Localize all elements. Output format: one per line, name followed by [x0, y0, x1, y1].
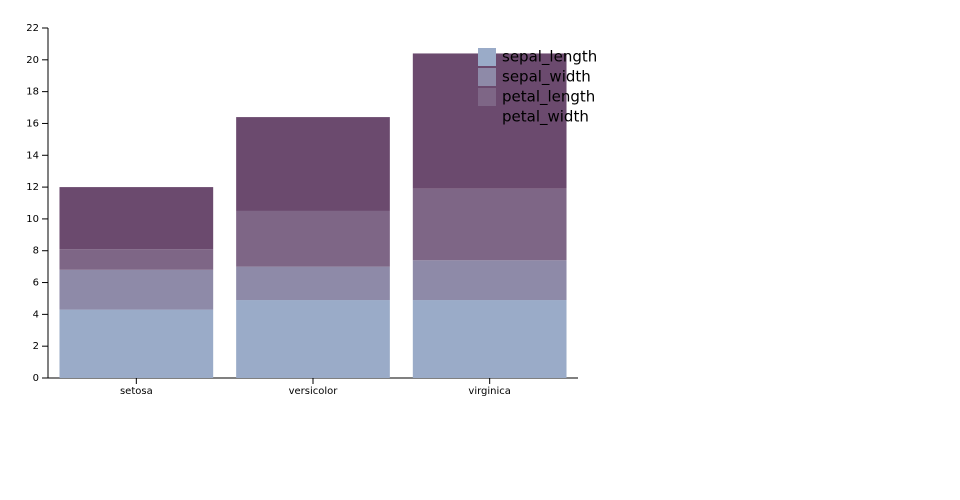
- legend-label: sepal_length: [502, 48, 597, 67]
- bar-segment: [59, 249, 214, 270]
- y-tick-label: 12: [26, 182, 39, 193]
- x-tick-label: virginica: [468, 386, 511, 397]
- bar-segment: [236, 300, 390, 378]
- y-tick-label: 10: [26, 214, 39, 225]
- y-tick-label: 8: [33, 246, 39, 257]
- bar-segment: [59, 309, 214, 378]
- legend-swatch: [478, 88, 496, 106]
- bar-segment: [236, 117, 390, 211]
- legend-swatch: [478, 108, 496, 126]
- legend-label: petal_width: [502, 108, 589, 127]
- bar-segment: [412, 300, 567, 378]
- y-tick-label: 2: [33, 341, 39, 352]
- y-tick-label: 22: [26, 23, 39, 34]
- y-tick-label: 4: [33, 309, 39, 320]
- bar-segment: [59, 187, 214, 250]
- legend-swatch: [478, 48, 496, 66]
- bar-segment: [236, 210, 390, 267]
- y-tick-label: 14: [26, 150, 39, 161]
- y-tick-label: 0: [33, 373, 39, 384]
- legend-swatch: [478, 68, 496, 86]
- legend-label: petal_length: [502, 88, 595, 107]
- y-tick-label: 6: [33, 278, 39, 289]
- y-tick-label: 20: [26, 55, 39, 66]
- bar-segment: [412, 260, 567, 301]
- x-tick-label: versicolor: [289, 386, 339, 397]
- legend-label: sepal_width: [502, 68, 591, 87]
- x-tick-label: setosa: [120, 386, 153, 397]
- bar-segment: [412, 188, 567, 261]
- bar-segment: [59, 269, 214, 310]
- y-tick-label: 16: [26, 118, 39, 129]
- y-tick-label: 18: [26, 87, 39, 98]
- bar-segment: [236, 266, 390, 301]
